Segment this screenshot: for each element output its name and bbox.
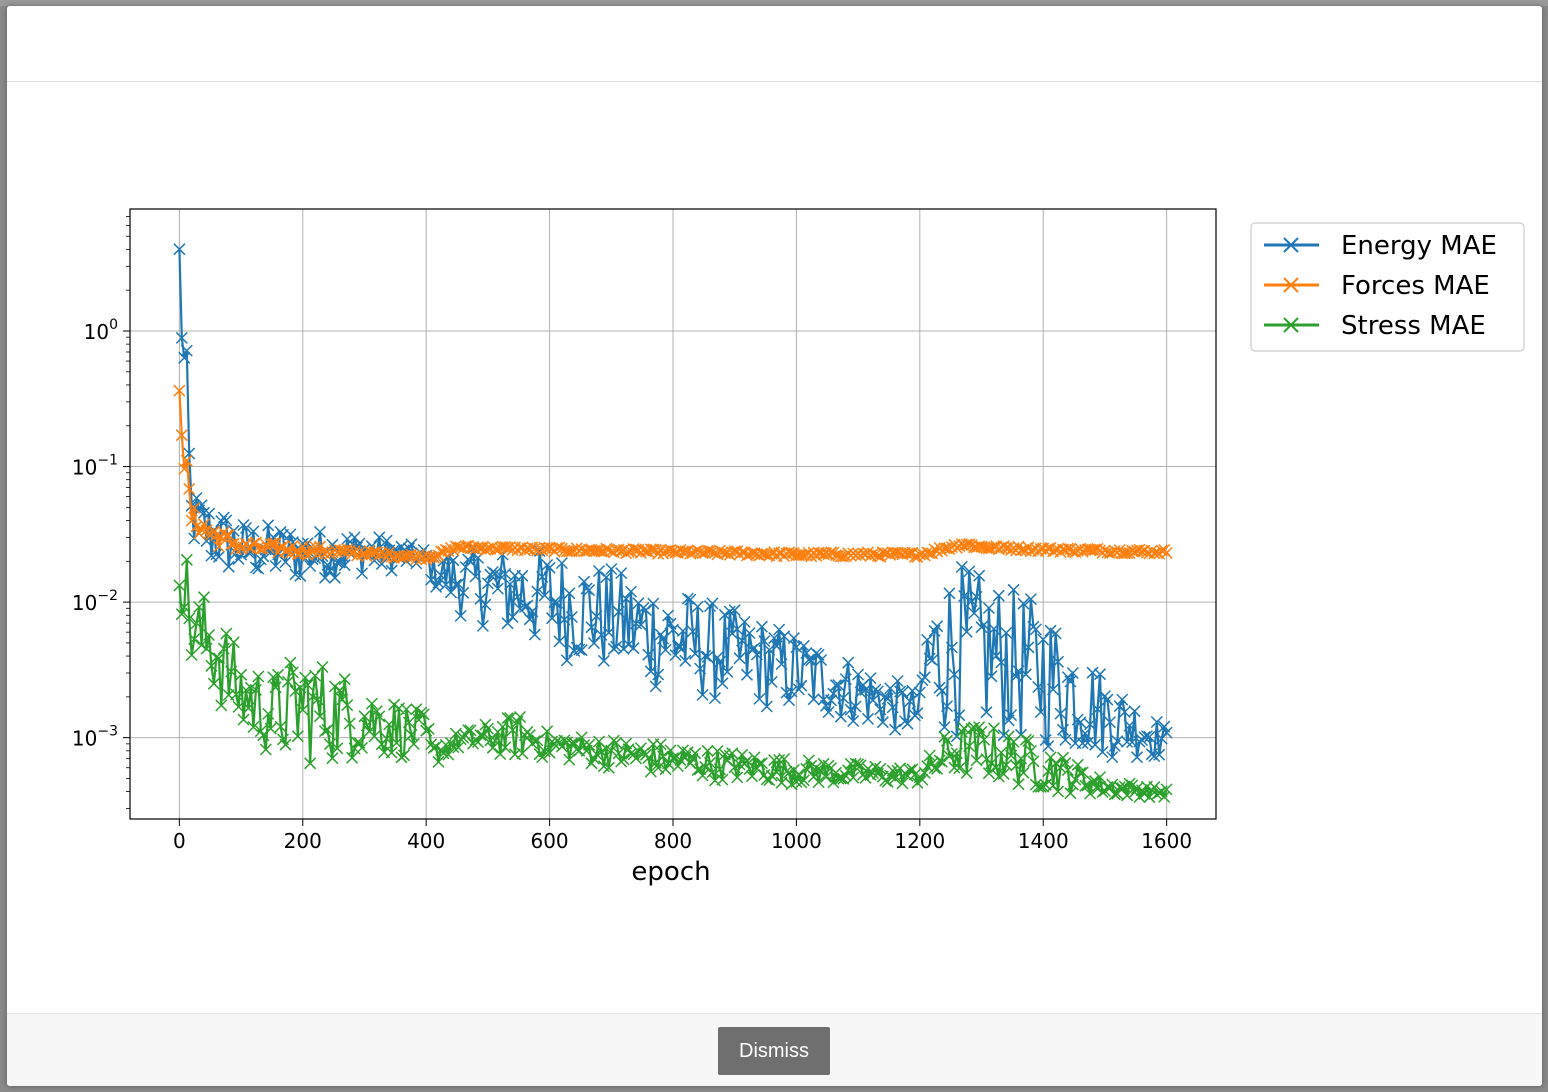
legend-label: Energy MAE [1341, 231, 1497, 261]
y-tick-label: 10−3 [72, 724, 118, 751]
series-markers [173, 553, 1173, 804]
legend-swatch-marker [1283, 277, 1299, 293]
dismiss-button[interactable]: Dismiss [718, 1027, 830, 1075]
image-dialog: 0 200 400 600 800 1000 1200 1400 1600 100 10−1 10−2… [7, 6, 1542, 1086]
series-stress-mae [173, 553, 1173, 804]
dialog-footer: Dismiss [7, 1013, 1542, 1086]
y-tick-label: 10−1 [72, 453, 118, 480]
legend-box [1250, 222, 1525, 352]
backdrop [0, 0, 1548, 6]
x-axis-label: epoch [631, 857, 710, 887]
training-error-chart: 0 200 400 600 800 1000 1200 1400 1600 100 10−1 10−2… [7, 82, 1542, 1013]
dialog-body: 0 200 400 600 800 1000 1200 1400 1600 100 10−1 10−2… [7, 82, 1542, 1013]
x-tick-label: 1200 [894, 829, 945, 853]
legend-swatch-marker [1283, 317, 1299, 333]
x-tick-label: 200 [284, 829, 322, 853]
legend-item: Stress MAE [1264, 311, 1486, 341]
legend-label: Forces MAE [1341, 271, 1490, 301]
legend-label: Stress MAE [1341, 311, 1486, 341]
x-tick-label: 1400 [1018, 829, 1069, 853]
series-forces-mae [173, 384, 1173, 566]
y-tick-label: 100 [84, 317, 118, 344]
legend: Energy MAE Forces MAE Stress MAE [1250, 222, 1525, 352]
grid [130, 209, 1216, 819]
x-tick-label: 1000 [771, 829, 822, 853]
y-tick-label: 10−2 [72, 588, 118, 615]
axis-ticks: 0 200 400 600 800 1000 1200 1400 1600 100 10−1 10−2… [72, 216, 1192, 853]
legend-item: Forces MAE [1264, 271, 1490, 301]
x-tick-label: 1600 [1141, 829, 1192, 853]
x-tick-label: 800 [654, 829, 692, 853]
dialog-header [7, 6, 1542, 82]
x-tick-label: 0 [173, 829, 186, 853]
x-tick-label: 600 [530, 829, 568, 853]
legend-swatch-marker [1283, 237, 1299, 253]
series-layer [173, 243, 1173, 804]
legend-item: Energy MAE [1264, 231, 1497, 261]
x-tick-label: 400 [407, 829, 445, 853]
series-markers [173, 384, 1173, 566]
